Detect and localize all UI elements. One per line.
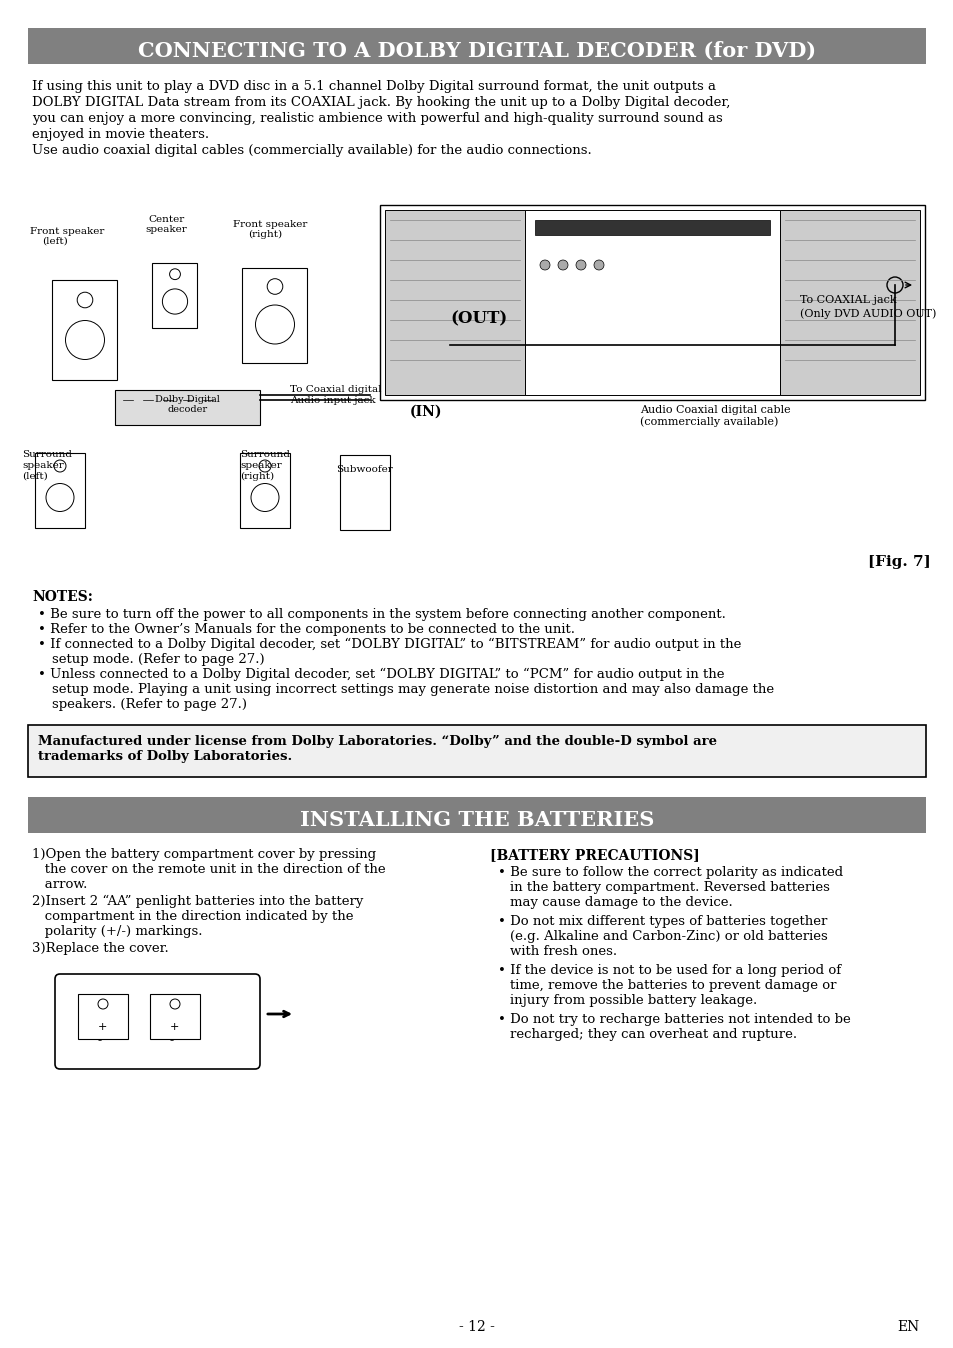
Text: Manufactured under license from Dolby Laboratories. “Dolby” and the double-D sym: Manufactured under license from Dolby La… [38, 735, 717, 748]
Text: arrow.: arrow. [32, 878, 88, 891]
Text: time, remove the batteries to prevent damage or: time, remove the batteries to prevent da… [510, 979, 836, 992]
Text: EN: EN [897, 1320, 919, 1335]
Bar [524, 210, 780, 395]
Text: recharged; they can overheat and rupture.: recharged; they can overheat and rupture… [510, 1029, 797, 1041]
Bar [35, 453, 85, 527]
Text: speaker: speaker [145, 225, 187, 235]
Text: Use audio coaxial digital cables (commercially available) for the audio connecti: Use audio coaxial digital cables (commer… [32, 144, 591, 156]
Text: • If connected to a Dolby Digital decoder, set “DOLBY DIGITAL” to “BITSTREAM” fo: • If connected to a Dolby Digital decode… [38, 638, 740, 651]
Circle shape [594, 260, 603, 270]
Text: [Fig. 7]: [Fig. 7] [867, 555, 930, 569]
Bar [240, 453, 290, 527]
Text: Front speaker: Front speaker [30, 226, 104, 236]
Bar [28, 797, 925, 833]
Text: -: - [98, 1034, 102, 1047]
Text: polarity (+/-) markings.: polarity (+/-) markings. [32, 925, 202, 938]
Text: [BATTERY PRECAUTIONS]: [BATTERY PRECAUTIONS] [490, 848, 699, 861]
Bar [339, 456, 390, 530]
Text: • If the device is not to be used for a long period of: • If the device is not to be used for a … [497, 964, 841, 977]
Text: • Be sure to turn off the power to all components in the system before connectin: • Be sure to turn off the power to all c… [38, 608, 725, 621]
Text: CONNECTING TO A DOLBY DIGITAL DECODER (for DVD): CONNECTING TO A DOLBY DIGITAL DECODER (f… [138, 40, 815, 61]
Text: +: + [170, 1022, 179, 1033]
Text: 2)Insert 2 “AA” penlight batteries into the battery: 2)Insert 2 “AA” penlight batteries into … [32, 895, 363, 909]
Bar [28, 28, 925, 63]
Circle shape [576, 260, 585, 270]
Text: the cover on the remote unit in the direction of the: the cover on the remote unit in the dire… [32, 863, 385, 876]
Text: DOLBY DIGITAL Data stream from its COAXIAL jack. By hooking the unit up to a Dol: DOLBY DIGITAL Data stream from its COAXI… [32, 96, 730, 109]
Text: -: - [170, 1034, 174, 1047]
Text: 1)Open the battery compartment cover by pressing: 1)Open the battery compartment cover by … [32, 848, 375, 861]
Text: trademarks of Dolby Laboratories.: trademarks of Dolby Laboratories. [38, 749, 292, 763]
Text: may cause damage to the device.: may cause damage to the device. [510, 896, 732, 909]
Bar [379, 205, 924, 400]
Bar [242, 267, 307, 363]
Text: (left): (left) [42, 237, 68, 245]
Text: NOTES:: NOTES: [32, 590, 92, 604]
Text: • Refer to the Owner’s Manuals for the components to be connected to the unit.: • Refer to the Owner’s Manuals for the c… [38, 623, 575, 636]
Text: To COAXIAL jack: To COAXIAL jack [800, 295, 896, 305]
Text: - 12 -: - 12 - [458, 1320, 495, 1335]
Text: Audio Coaxial digital cable: Audio Coaxial digital cable [639, 404, 790, 415]
Text: Subwoofer: Subwoofer [336, 465, 393, 474]
Bar [78, 993, 128, 1039]
FancyBboxPatch shape [55, 975, 260, 1069]
Text: Audio input jack: Audio input jack [290, 396, 375, 404]
Bar [52, 280, 117, 380]
Circle shape [539, 260, 550, 270]
Bar [385, 210, 524, 395]
Text: (right): (right) [248, 231, 282, 239]
Text: speaker: speaker [240, 461, 281, 470]
Bar [535, 220, 769, 235]
Bar [115, 390, 260, 425]
Text: If using this unit to play a DVD disc in a 5.1 channel Dolby Digital surround fo: If using this unit to play a DVD disc in… [32, 80, 716, 93]
Text: 3)Replace the cover.: 3)Replace the cover. [32, 942, 169, 954]
Text: (commercially available): (commercially available) [639, 417, 778, 426]
Text: • Do not try to recharge batteries not intended to be: • Do not try to recharge batteries not i… [497, 1012, 850, 1026]
Text: Surround: Surround [22, 450, 71, 460]
Text: (e.g. Alkaline and Carbon-Zinc) or old batteries: (e.g. Alkaline and Carbon-Zinc) or old b… [510, 930, 827, 944]
Bar [152, 263, 197, 328]
Bar [150, 993, 200, 1039]
Text: • Do not mix different types of batteries together: • Do not mix different types of batterie… [497, 915, 826, 927]
Text: setup mode. Playing a unit using incorrect settings may generate noise distortio: setup mode. Playing a unit using incorre… [52, 683, 773, 696]
Text: (left): (left) [22, 472, 48, 481]
Text: in the battery compartment. Reversed batteries: in the battery compartment. Reversed bat… [510, 882, 829, 894]
Text: Front speaker: Front speaker [233, 220, 307, 229]
Text: Surround: Surround [240, 450, 290, 460]
Text: (OUT): (OUT) [450, 310, 507, 328]
Text: you can enjoy a more convincing, realistic ambience with powerful and high-quali: you can enjoy a more convincing, realist… [32, 112, 722, 125]
Text: Dolby Digital: Dolby Digital [155, 395, 220, 404]
Text: INSTALLING THE BATTERIES: INSTALLING THE BATTERIES [299, 810, 654, 830]
Circle shape [558, 260, 567, 270]
Text: • Unless connected to a Dolby Digital decoder, set “DOLBY DIGITAL” to “PCM” for : • Unless connected to a Dolby Digital de… [38, 669, 723, 681]
Text: speakers. (Refer to page 27.): speakers. (Refer to page 27.) [52, 698, 247, 710]
Text: with fresh ones.: with fresh ones. [510, 945, 617, 958]
Text: +: + [98, 1022, 108, 1033]
Text: (IN): (IN) [410, 404, 442, 419]
Text: decoder: decoder [168, 404, 208, 414]
Text: setup mode. (Refer to page 27.): setup mode. (Refer to page 27.) [52, 652, 264, 666]
Text: speaker: speaker [22, 461, 64, 470]
Bar [780, 210, 919, 395]
Text: injury from possible battery leakage.: injury from possible battery leakage. [510, 993, 757, 1007]
Text: Center: Center [148, 214, 184, 224]
Text: (Only DVD AUDIO OUT): (Only DVD AUDIO OUT) [800, 307, 936, 318]
Text: enjoyed in movie theaters.: enjoyed in movie theaters. [32, 128, 209, 142]
Bar [28, 725, 925, 776]
Text: compartment in the direction indicated by the: compartment in the direction indicated b… [32, 910, 354, 923]
Text: • Be sure to follow the correct polarity as indicated: • Be sure to follow the correct polarity… [497, 865, 842, 879]
Text: (right): (right) [240, 472, 274, 481]
Text: To Coaxial digital: To Coaxial digital [290, 386, 381, 394]
